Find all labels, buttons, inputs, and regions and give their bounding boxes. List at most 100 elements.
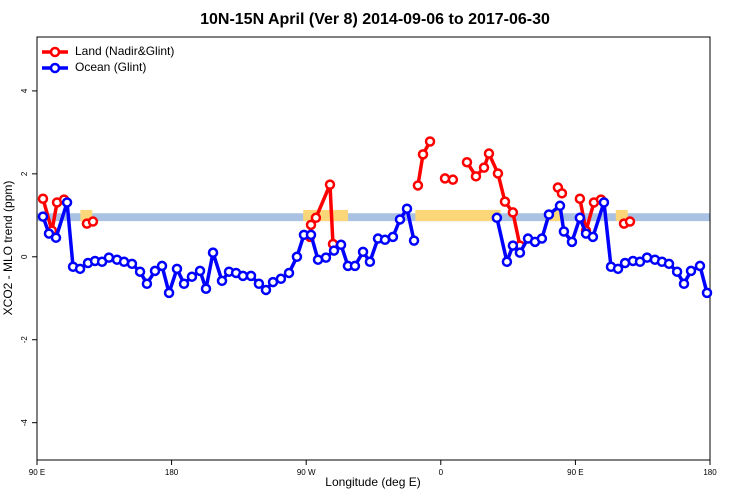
data-point bbox=[470, 171, 482, 182]
data-point bbox=[417, 149, 429, 160]
x-tick-label: 180 bbox=[703, 468, 717, 477]
y-tick-label: -2 bbox=[20, 336, 29, 344]
data-point bbox=[401, 203, 413, 214]
data-point bbox=[237, 270, 249, 282]
data-point bbox=[349, 260, 361, 272]
data-point bbox=[37, 193, 49, 204]
data-point bbox=[305, 219, 317, 231]
data-point bbox=[612, 263, 624, 275]
data-point bbox=[50, 232, 62, 243]
y-axis-label: XCO2 - MLO trend (ppm) bbox=[1, 181, 15, 316]
data-point bbox=[87, 216, 99, 227]
y-tick-label: 0 bbox=[20, 254, 29, 259]
reference-band bbox=[37, 213, 710, 222]
data-point bbox=[245, 270, 257, 282]
data-point bbox=[171, 263, 183, 275]
data-point bbox=[507, 240, 519, 251]
data-point bbox=[310, 212, 322, 224]
data-point bbox=[701, 287, 713, 299]
data-point bbox=[134, 266, 146, 277]
data-point bbox=[335, 239, 347, 251]
data-point bbox=[324, 179, 336, 190]
x-axis-label: Longitude (deg E) bbox=[325, 475, 420, 489]
data-point bbox=[574, 193, 586, 204]
data-point bbox=[260, 284, 272, 296]
data-point bbox=[491, 212, 503, 224]
x-tick-label: 90 W bbox=[297, 468, 316, 477]
legend-marker bbox=[49, 46, 61, 58]
data-point bbox=[357, 246, 369, 258]
data-point bbox=[598, 197, 610, 208]
highlight-range bbox=[415, 209, 501, 222]
data-point bbox=[671, 266, 683, 277]
y-tick-label: 4 bbox=[20, 88, 29, 93]
data-point bbox=[663, 258, 675, 270]
data-point bbox=[501, 256, 513, 268]
data-point bbox=[412, 180, 424, 191]
data-point bbox=[424, 136, 436, 147]
data-point bbox=[37, 211, 49, 222]
x-tick-label: 0 bbox=[439, 468, 444, 477]
data-point bbox=[507, 207, 519, 218]
data-point bbox=[558, 226, 570, 237]
y-tick-label: -4 bbox=[20, 419, 29, 427]
highlight-range bbox=[80, 209, 93, 222]
data-point bbox=[554, 200, 566, 212]
highlight-range bbox=[615, 209, 628, 222]
x-tick-label: 180 bbox=[165, 468, 179, 477]
data-point bbox=[478, 162, 490, 173]
data-point bbox=[408, 235, 420, 246]
data-point bbox=[178, 278, 190, 289]
data-point bbox=[492, 168, 504, 179]
data-point bbox=[305, 229, 317, 241]
data-point bbox=[587, 231, 599, 243]
data-point bbox=[543, 209, 555, 220]
data-point bbox=[61, 197, 73, 208]
data-point bbox=[483, 148, 495, 159]
legend-marker bbox=[49, 62, 61, 74]
data-point bbox=[216, 275, 228, 287]
data-point bbox=[103, 252, 115, 263]
data-point bbox=[141, 278, 153, 289]
legend-label: Land (Nadir&Glint) bbox=[75, 44, 174, 58]
data-point bbox=[694, 260, 706, 272]
data-point bbox=[394, 214, 406, 225]
data-point bbox=[156, 260, 168, 272]
chart-title: 10N-15N April (Ver 8) 2014-09-06 to 2017… bbox=[200, 11, 550, 28]
data-point bbox=[574, 212, 586, 224]
data-point bbox=[291, 251, 303, 263]
data-point bbox=[536, 233, 548, 244]
data-point bbox=[514, 247, 526, 258]
data-point bbox=[207, 247, 219, 258]
data-point bbox=[149, 265, 161, 277]
data-point bbox=[439, 173, 451, 184]
legend-label: Ocean (Glint) bbox=[75, 60, 146, 74]
data-point bbox=[200, 283, 212, 294]
data-point bbox=[163, 287, 175, 299]
data-point bbox=[499, 196, 511, 207]
data-point bbox=[678, 278, 690, 289]
plot-frame bbox=[36, 36, 711, 461]
highlight-range bbox=[303, 209, 349, 222]
data-point bbox=[461, 156, 473, 168]
data-point bbox=[685, 265, 697, 277]
x-tick-label: 90 E bbox=[29, 468, 45, 477]
data-point bbox=[328, 245, 340, 256]
data-point bbox=[556, 188, 568, 199]
data-point bbox=[364, 256, 376, 268]
data-point bbox=[447, 174, 459, 185]
data-point bbox=[194, 265, 206, 277]
x-tick-label: 90 E bbox=[567, 468, 583, 477]
data-point bbox=[624, 216, 636, 227]
data-point bbox=[275, 273, 287, 285]
data-point bbox=[74, 263, 86, 275]
data-point bbox=[387, 231, 399, 243]
data-point bbox=[283, 267, 295, 279]
data-point bbox=[566, 236, 578, 248]
data-point bbox=[320, 252, 332, 263]
data-point bbox=[126, 258, 138, 270]
data-point bbox=[253, 278, 265, 289]
y-tick-label: 2 bbox=[20, 171, 29, 176]
series-line bbox=[41, 140, 631, 246]
